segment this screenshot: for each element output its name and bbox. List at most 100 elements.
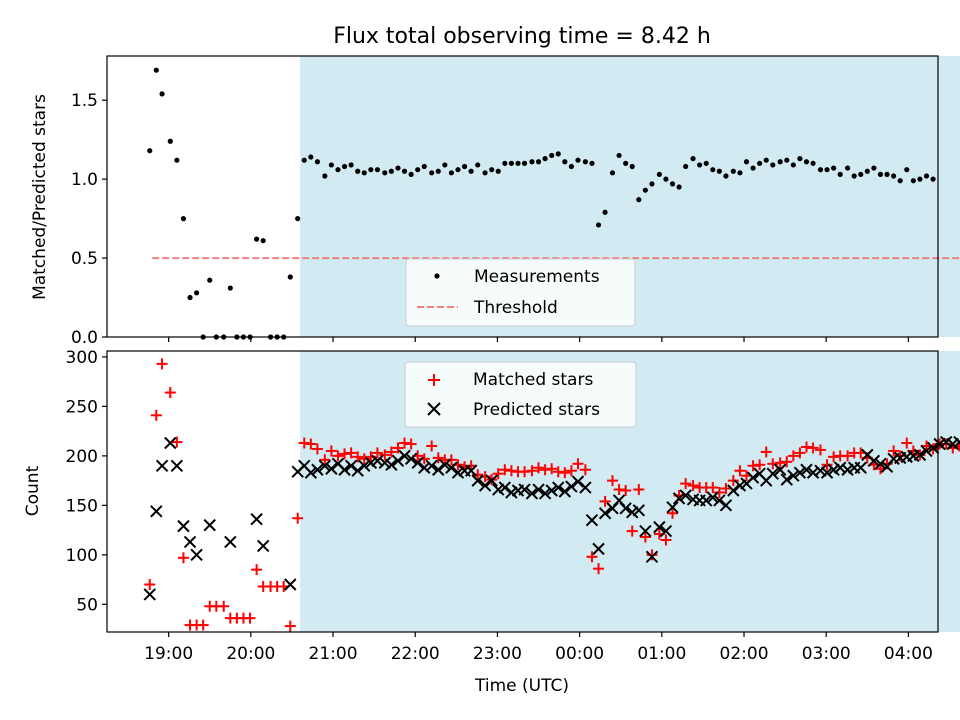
predicted-star-point: [398, 449, 411, 463]
predicted-star-point: [571, 475, 585, 488]
matched-star-point: [599, 495, 611, 507]
predicted-star-point: [659, 524, 673, 538]
y-tick-label: 300: [66, 348, 98, 368]
matched-star-point: [319, 454, 331, 466]
measurement-point: [401, 168, 408, 174]
matched-star-point: [586, 551, 598, 563]
measurement-point: [897, 178, 903, 184]
x-tick-label: 19:00: [144, 644, 193, 664]
measurement-point: [322, 173, 328, 179]
x-tick-label: 21:00: [309, 644, 358, 664]
measurement-point: [629, 163, 635, 170]
measurement-point: [917, 176, 923, 182]
predicted-star-point: [325, 462, 338, 475]
measurement-point: [153, 67, 159, 73]
bottom-y-axis: 50 100 150 200 250 300: [66, 348, 107, 615]
predicted-star-point: [653, 520, 666, 534]
measurement-point: [810, 160, 816, 166]
predicted-star-point: [632, 504, 646, 517]
matched-star-point: [405, 438, 417, 450]
y-tick-label: 150: [66, 496, 98, 516]
measurement-point: [817, 167, 824, 173]
matched-star-point: [687, 480, 699, 492]
measurement-point: [174, 157, 180, 163]
predicted-star-point: [525, 487, 539, 500]
matched-star-point: [156, 358, 168, 370]
measurement-point: [207, 277, 213, 283]
measurement-point: [341, 163, 348, 170]
measurement-point: [568, 163, 575, 170]
measurement-point: [147, 148, 153, 154]
bottom-panel: 50 100 150 200 250 300 19:00 20:00 21:00 22:00 23…: [23, 348, 960, 696]
measurement-point: [797, 156, 803, 162]
matched-star-point: [727, 475, 739, 487]
predicted-star-point: [143, 588, 156, 601]
measurement-point: [910, 178, 916, 184]
predicted-star-point: [800, 463, 813, 476]
predicted-star-point: [766, 467, 779, 480]
matched-star-point: [814, 444, 826, 456]
matched-star-point: [572, 458, 584, 470]
predicted-star-point: [833, 461, 847, 474]
matched-star-point: [754, 459, 766, 471]
measurement-point: [227, 285, 233, 291]
matched-star-point: [371, 447, 383, 459]
predicted-star-point: [425, 459, 438, 472]
predicted-star-point: [820, 466, 834, 479]
predicted-star-point: [598, 507, 612, 520]
predicted-star-point: [518, 483, 531, 496]
x-tick-label: 22:00: [391, 644, 440, 664]
matched-star-point: [707, 482, 719, 494]
predicted-star-point: [867, 454, 881, 468]
measurement-point: [784, 157, 790, 163]
predicted-star-point: [338, 463, 351, 476]
measurement-point: [663, 176, 669, 182]
measurement-point: [636, 197, 642, 203]
matched-star-point: [150, 409, 162, 421]
matched-star-point: [426, 440, 438, 452]
legend-matched-marker: [428, 374, 440, 386]
measurement-point: [529, 159, 535, 165]
predicted-star-point: [164, 436, 177, 450]
measurement-point: [602, 209, 608, 215]
measurement-point: [575, 157, 581, 163]
measurement-point: [750, 165, 756, 171]
measurement-point: [495, 168, 501, 174]
y-tick-label: 50: [76, 595, 98, 615]
measurement-point: [395, 165, 401, 171]
matched-star-point: [432, 452, 444, 464]
matched-star-point: [680, 478, 692, 490]
predicted-star-point: [719, 499, 733, 512]
predicted-star-point: [284, 578, 297, 591]
measurement-point: [355, 168, 361, 174]
bottom-x-axis: 19:00 20:00 21:00 22:00 23:00 00:00 01:00 02:00…: [144, 632, 933, 664]
matched-star-point: [251, 564, 263, 576]
matched-star-point: [633, 484, 645, 496]
predicted-star-point: [203, 518, 216, 532]
measurement-point: [737, 170, 743, 176]
measurement-point: [535, 159, 542, 165]
measurement-point: [877, 171, 884, 177]
matched-star-point: [821, 459, 833, 471]
predicted-star-point: [358, 459, 371, 472]
matched-star-point: [620, 485, 632, 497]
measurement-point: [489, 167, 495, 173]
measurement-point: [508, 160, 515, 166]
predicted-star-point: [552, 481, 565, 494]
y-tick-label: 0.5: [71, 249, 98, 269]
measurement-point: [803, 159, 810, 165]
matched-star-point: [667, 507, 679, 519]
matched-star-point: [842, 450, 854, 462]
predicted-star-point: [713, 494, 726, 507]
measurement-point: [824, 167, 830, 173]
matched-star-point: [345, 447, 357, 459]
predicted-star-point: [150, 505, 163, 518]
measurement-point: [260, 238, 266, 244]
measurement-point: [482, 170, 488, 176]
measurement-point: [864, 168, 870, 174]
predicted-star-point: [485, 474, 498, 487]
matched-star-point: [781, 456, 793, 468]
x-tick-label: 20:00: [226, 644, 275, 664]
measurement-point: [348, 162, 354, 168]
